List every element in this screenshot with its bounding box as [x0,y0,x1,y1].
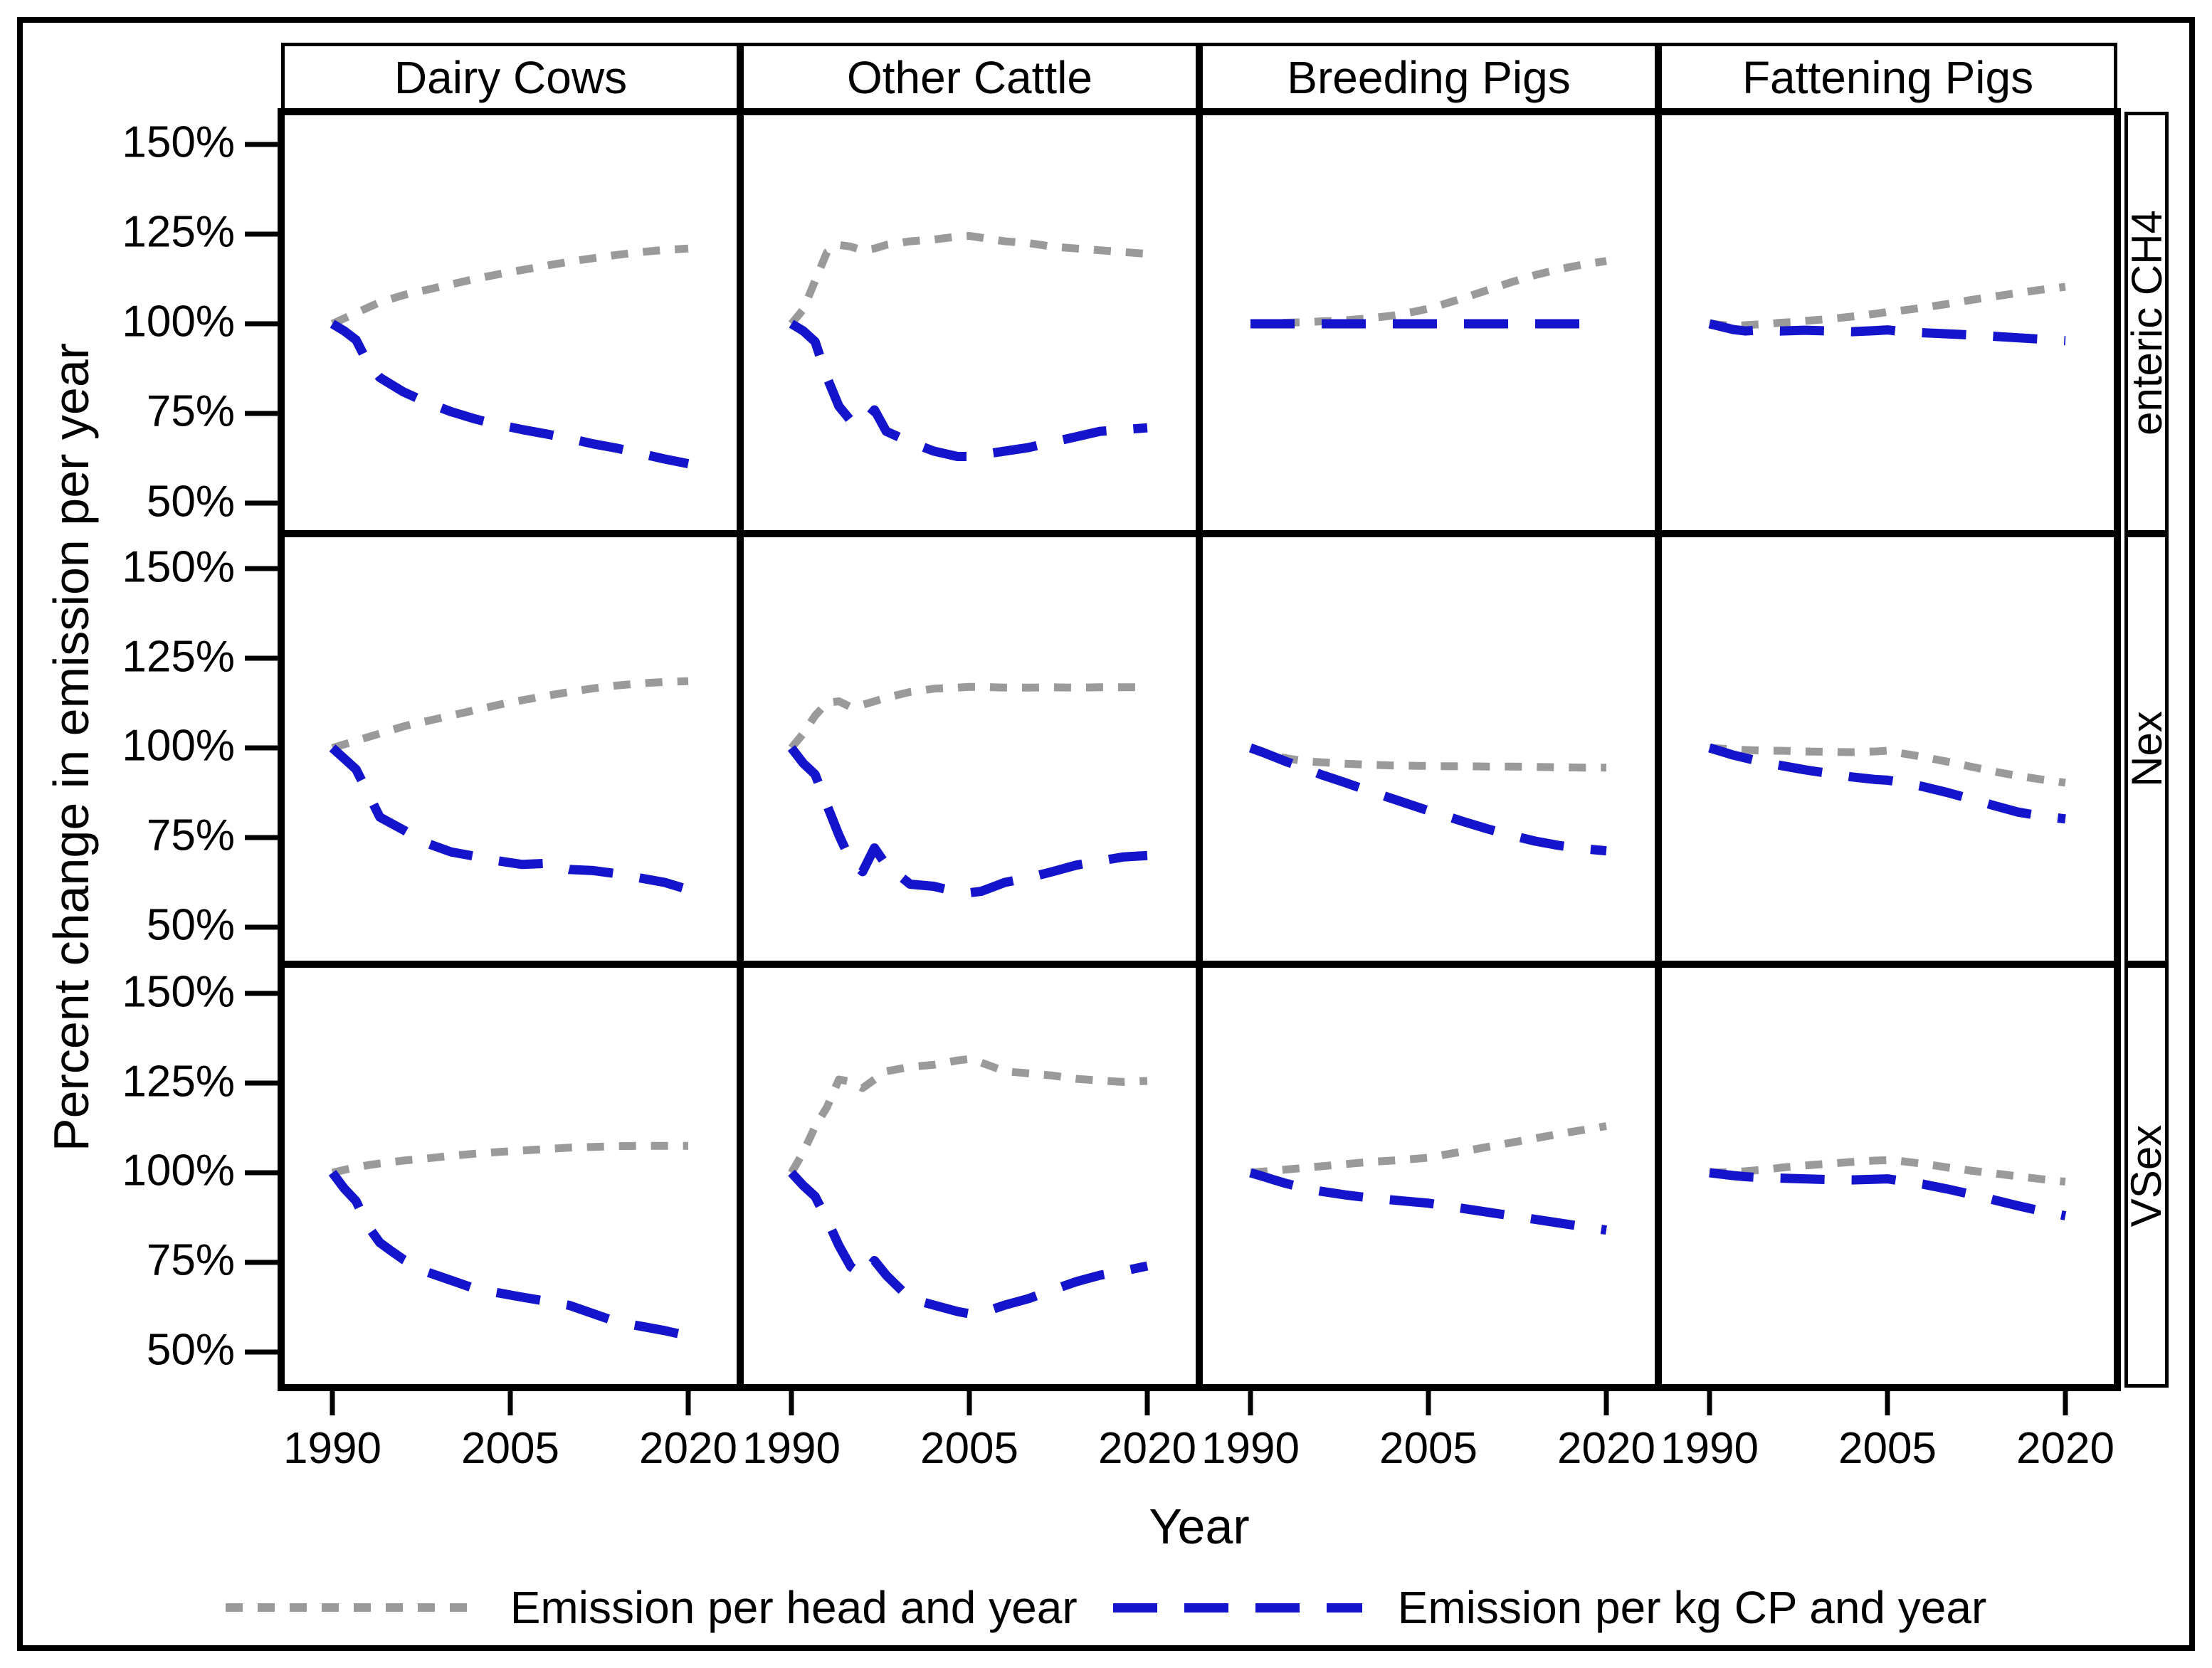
figure-border [17,17,2195,1651]
series-emission-per-kg-cp-Breeding Pigs-Nex [1248,743,1607,856]
series-emission-per-kg-cp-Dairy Cows-enteric CH4 [330,320,690,468]
column-header-fattening-pigs: Fattening Pigs [1658,43,2117,112]
y-tick-label: 150% [122,542,235,592]
y-tick-label: 125% [122,1057,235,1107]
x-tick-label: 1990 [1660,1424,1759,1473]
series-emission-per-kg-cp-Dairy Cows-Nex [329,744,690,894]
x-tick-label: 1990 [283,1424,381,1473]
series-emission-per-kg-cp-Fattening Pigs-Nex [1708,743,2066,824]
row-label-enteric-ch4-text: enteric CH4 [2122,210,2171,436]
series-emission-per-head-Other Cattle-Nex [788,682,1147,751]
y-tick-label: 50% [146,477,235,527]
x-tick-label: 1990 [742,1424,841,1473]
series-emission-per-kg-cp-Fattening Pigs-VSex [1709,1168,2067,1220]
x-tick-label: 2005 [1838,1424,1937,1473]
series-emission-per-head-Fattening Pigs-enteric CH4 [1709,283,2066,330]
x-tick-label: 1990 [1201,1424,1300,1473]
y-tick-label: 150% [122,967,235,1017]
row-label-vsex: VSex [2122,964,2171,1388]
series-emission-per-kg-cp-Breeding Pigs-VSex [1249,1168,1607,1235]
legend-sample-per-head-line [225,1603,475,1612]
x-tick-label: 2005 [1379,1424,1478,1473]
series-emission-per-kg-cp-Other Cattle-VSex [788,1169,1149,1319]
y-tick-label: 100% [122,721,235,771]
y-tick-label: 100% [122,1146,235,1195]
y-tick-label: 75% [146,1235,235,1285]
column-header-dairy-cows: Dairy Cows [281,43,740,112]
y-tick-label: 50% [146,1325,235,1375]
series-emission-per-head-Other Cattle-VSex [788,1055,1148,1175]
series-emission-per-head-Fattening Pigs-Nex [1709,744,2066,787]
series-emission-per-head-Fattening Pigs-VSex [1709,1156,2066,1186]
column-header-breeding-pigs: Breeding Pigs [1199,43,1658,112]
y-tick-label: 150% [122,117,235,167]
legend: Emission per head and year Emission per … [0,1581,2212,1634]
series-emission-per-kg-cp-Other Cattle-Nex [787,745,1148,898]
series-emission-per-head-Dairy Cows-enteric CH4 [330,244,689,328]
y-tick-label: 125% [122,207,235,257]
y-tick-label: 100% [122,297,235,347]
x-tick-label: 2005 [461,1424,559,1473]
series-emission-per-head-Dairy Cows-VSex [331,1141,688,1177]
legend-label-per-kg-cp: Emission per kg CP and year [1397,1582,1987,1633]
x-axis-title: Year [1149,1499,1250,1554]
series-emission-per-head-Dairy Cows-Nex [331,677,689,752]
x-tick-label: 2020 [2016,1424,2114,1473]
y-tick-label: 75% [146,386,235,436]
series-emission-per-kg-cp-Fattening Pigs-enteric CH4 [1708,319,2066,346]
x-tick-label: 2020 [639,1424,737,1473]
y-tick-label: 75% [146,811,235,860]
row-label-vsex-text: VSex [2122,1124,2171,1228]
x-tick-label: 2020 [1098,1424,1196,1473]
row-label-nex: Nex [2122,534,2171,964]
x-tick-label: 2005 [920,1424,1018,1473]
column-header-other-cattle: Other Cattle [740,43,1199,112]
series-emission-per-head-Other Cattle-enteric CH4 [788,232,1148,327]
series-emission-per-kg-cp-Dairy Cows-VSex [328,1170,690,1341]
series-emission-per-kg-cp-Other Cattle-enteric CH4 [789,320,1148,461]
y-tick-label: 125% [122,632,235,682]
row-label-enteric-ch4: enteric CH4 [2122,112,2171,534]
row-label-nex-text: Nex [2122,711,2171,787]
legend-sample-per-kg-cp-line [1112,1603,1362,1612]
x-tick-label: 2020 [1557,1424,1655,1473]
legend-label-per-head: Emission per head and year [510,1582,1078,1633]
y-axis-title: Percent change in emission per year [43,342,99,1152]
y-tick-label: 50% [146,900,235,950]
series-emission-per-head-Breeding Pigs-VSex [1250,1122,1607,1177]
